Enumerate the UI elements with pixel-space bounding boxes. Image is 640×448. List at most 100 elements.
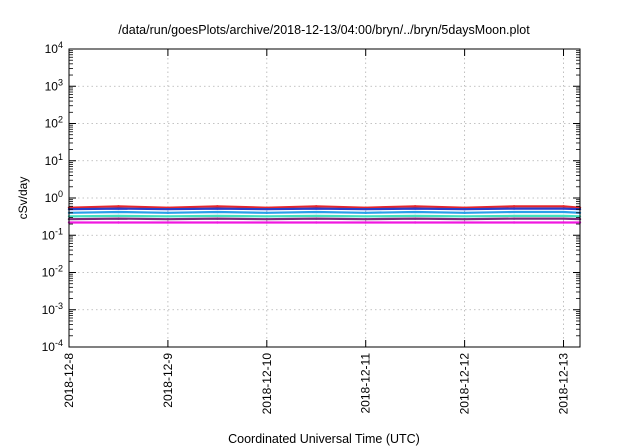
y-tick-label-base: 10 [42, 340, 56, 354]
data-point [512, 217, 516, 220]
axis-ticks [68, 48, 580, 348]
y-tick-label-base: 10 [45, 79, 59, 93]
x-axis-label: Coordinated Universal Time (UTC) [228, 432, 420, 446]
data-point [315, 221, 318, 224]
y-tick-label: 101 [45, 152, 63, 168]
data-point [166, 217, 170, 221]
data-point [216, 221, 219, 224]
y-tick-label-exponent: 3 [58, 77, 63, 87]
data-point [364, 221, 367, 224]
data-point [315, 214, 318, 218]
data-point [117, 207, 120, 210]
data-point [166, 221, 170, 224]
y-tick-label: 10-3 [42, 301, 63, 317]
data-point [315, 207, 318, 210]
data-point [117, 205, 120, 208]
y-tick-label: 103 [45, 77, 63, 93]
data-point [413, 214, 417, 218]
x-tick-labels: 2018-12-8 2018-12-9 2018-12-10 2018-12-11 20… [62, 353, 571, 415]
data-point [216, 214, 219, 218]
data-point [512, 221, 516, 224]
y-tick-label-exponent: 0 [58, 189, 63, 199]
y-tick-label-base: 10 [42, 266, 56, 280]
data-point [265, 217, 269, 221]
y-tick-label-exponent: -3 [55, 301, 63, 311]
data-point [562, 210, 565, 214]
data-point [463, 217, 466, 221]
y-tick-label: 10-2 [42, 264, 63, 280]
data-point [166, 211, 170, 215]
y-tick-label-exponent: 4 [58, 40, 63, 50]
data-point [512, 205, 516, 208]
y-tick-label-exponent: 1 [58, 152, 63, 162]
data-point [413, 205, 417, 208]
x-tick-label: 2018-12-10 [260, 353, 274, 415]
y-tick-label-base: 10 [45, 154, 59, 168]
data-point [364, 215, 367, 218]
data-point [315, 205, 318, 208]
data-point [512, 210, 516, 214]
data-point [413, 217, 417, 220]
data-point [562, 205, 565, 208]
series-line [68, 207, 581, 211]
data-point [463, 215, 466, 218]
data-point [413, 221, 417, 224]
data-point [166, 215, 170, 218]
data-point [562, 221, 565, 224]
y-tick-label-base: 10 [45, 117, 59, 131]
y-tick-label-base: 10 [42, 303, 56, 317]
data-point [265, 215, 269, 218]
data-point [512, 214, 516, 218]
x-tick-label: 2018-12-9 [161, 353, 175, 408]
data-point [117, 221, 120, 224]
x-tick-label: 2018-12-12 [458, 353, 472, 415]
data-point [315, 210, 318, 214]
series-line [68, 214, 581, 218]
y-tick-label-exponent: -1 [55, 226, 63, 236]
y-tick-label: 10-1 [42, 226, 63, 242]
data-point [463, 221, 466, 224]
data-point [216, 210, 219, 214]
x-tick-label: 2018-12-11 [359, 353, 373, 414]
series-line [68, 205, 581, 209]
y-tick-label-base: 10 [45, 42, 59, 56]
data-point [265, 211, 269, 215]
data-point [562, 217, 565, 220]
data-point [562, 207, 565, 210]
y-tick-label: 10-4 [42, 338, 63, 354]
data-point [463, 208, 466, 211]
data-point [117, 210, 120, 214]
data-point [117, 214, 120, 218]
data-point [166, 208, 170, 211]
data-point [265, 221, 269, 224]
y-tick-label: 102 [45, 115, 63, 131]
x-tick-label: 2018-12-13 [557, 353, 571, 415]
data-point [265, 208, 269, 211]
data-point [413, 210, 417, 214]
data-point [364, 211, 367, 215]
series-line [68, 217, 581, 221]
grid [68, 49, 580, 347]
y-tick-label-base: 10 [42, 228, 56, 242]
series-line [68, 210, 581, 214]
data-point [562, 214, 565, 218]
y-tick-label-exponent: -2 [55, 264, 63, 274]
y-tick-label-base: 10 [45, 191, 59, 205]
series-layer [67, 205, 582, 224]
y-tick-label: 104 [45, 40, 63, 56]
data-point [216, 217, 219, 220]
y-tick-label-exponent: 2 [58, 115, 63, 125]
y-tick-label-exponent: -4 [55, 338, 63, 348]
x-tick-label: 2018-12-8 [62, 353, 76, 408]
data-point [463, 211, 466, 215]
data-point [216, 205, 219, 208]
data-point [364, 217, 367, 221]
data-point [413, 207, 417, 210]
data-point [315, 217, 318, 220]
y-axis-label: cSv/day [16, 177, 30, 220]
data-point [364, 208, 367, 211]
y-tick-label: 100 [45, 189, 63, 205]
data-point [512, 207, 516, 210]
